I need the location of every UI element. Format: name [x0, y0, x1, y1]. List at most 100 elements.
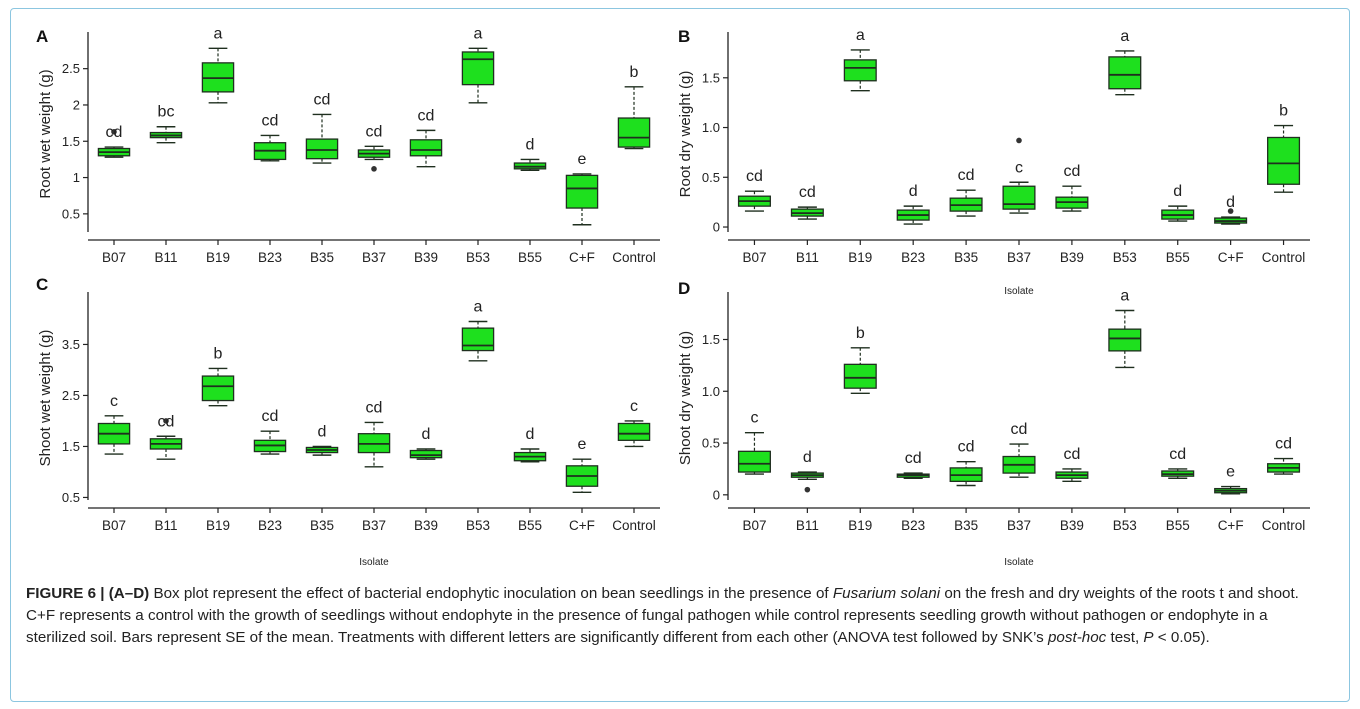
box-b	[843, 59, 877, 82]
significance-letter-c: cd	[158, 413, 175, 430]
significance-letter-b: cd	[958, 167, 975, 184]
significance-letter-b: d	[1226, 194, 1235, 211]
caption-text-4: < 0.05).	[1157, 629, 1210, 646]
box-c	[461, 327, 495, 352]
x-axis-title-b: Isolate	[1004, 286, 1034, 297]
x-tick-label-c: C+F	[569, 518, 595, 533]
y-tick-label-a: 2	[73, 97, 80, 112]
significance-letter-c: c	[110, 393, 118, 410]
x-tick-label-c: B53	[466, 518, 490, 533]
x-tick-label-a: Control	[612, 250, 656, 265]
x-tick-label-d: B23	[901, 518, 925, 533]
box-b	[1002, 185, 1036, 210]
panel-label-a: A	[36, 27, 48, 46]
x-tick-label-c: B37	[362, 518, 386, 533]
x-tick-label-b: Control	[1262, 250, 1306, 265]
x-tick-label-a: B39	[414, 250, 438, 265]
x-tick-label-d: B35	[954, 518, 978, 533]
y-tick-label-a: 0.5	[62, 206, 80, 221]
significance-letter-a: a	[474, 25, 483, 42]
x-tick-label-d: Control	[1262, 518, 1306, 533]
caption-text-3: test,	[1110, 629, 1140, 646]
x-tick-label-b: B37	[1007, 250, 1031, 265]
significance-letter-a: cd	[314, 91, 331, 108]
y-tick-label-d: 1.5	[702, 332, 720, 347]
y-tick-label-c: 1.5	[62, 439, 80, 454]
x-tick-label-b: B35	[954, 250, 978, 265]
outlier-point-a	[371, 166, 377, 172]
outlier-point-b	[1227, 208, 1234, 214]
significance-letter-a: bc	[158, 104, 175, 121]
y-tick-label-b: 0.5	[702, 170, 720, 185]
significance-letter-d: d	[803, 449, 812, 466]
box-b	[1267, 136, 1301, 185]
x-tick-label-b: B55	[1166, 250, 1190, 265]
significance-letter-c: cd	[262, 408, 279, 425]
significance-letter-a: cd	[262, 112, 279, 129]
significance-letter-b: c	[1015, 159, 1023, 176]
x-tick-label-b: B23	[901, 250, 925, 265]
x-tick-label-b: B19	[848, 250, 872, 265]
significance-letter-d: cd	[905, 450, 922, 467]
x-tick-label-c: Control	[612, 518, 656, 533]
significance-letter-c: c	[630, 398, 638, 415]
x-tick-label-d: B19	[848, 518, 872, 533]
x-tick-label-a: C+F	[569, 250, 595, 265]
box-d	[1108, 328, 1142, 352]
caption-posthoc: post-hoc	[1047, 629, 1107, 646]
y-tick-label-d: 1.0	[702, 384, 720, 399]
x-tick-label-c: B11	[154, 518, 177, 533]
significance-letter-b: d	[909, 183, 918, 200]
significance-letter-a: e	[578, 151, 587, 168]
significance-letter-d: cd	[1063, 446, 1080, 463]
x-tick-label-b: B39	[1060, 250, 1084, 265]
x-tick-label-a: B23	[258, 250, 282, 265]
caption-text-1: Box plot represent the effect of bacteri…	[153, 585, 829, 602]
significance-letter-d: e	[1226, 464, 1235, 481]
significance-letter-b: cd	[799, 184, 816, 201]
box-d	[843, 363, 877, 389]
box-c	[617, 422, 651, 441]
significance-letter-d: cd	[958, 439, 975, 456]
x-tick-label-a: B55	[518, 250, 542, 265]
significance-letter-d: cd	[1275, 436, 1292, 453]
x-tick-label-a: B37	[362, 250, 386, 265]
significance-letter-a: a	[214, 25, 223, 42]
significance-letter-a: cd	[106, 124, 123, 141]
significance-letter-b: b	[1279, 103, 1288, 120]
x-tick-label-b: B11	[796, 250, 819, 265]
box-a	[305, 138, 339, 160]
significance-letter-b: cd	[1063, 163, 1080, 180]
figure-charts: A 0.5 1 1.5 2 2.5 Root wet weight (g) B07 B11 B19…	[36, 25, 1310, 568]
significance-letter-c: d	[526, 426, 535, 443]
y-tick-label-d: 0	[713, 487, 720, 502]
y-axis-title-c: Shoot wet weight (g)	[37, 330, 54, 467]
y-tick-label-b: 0	[713, 220, 720, 235]
box-c	[201, 375, 235, 402]
panel-label-c: C	[36, 275, 48, 294]
x-tick-label-c: B35	[310, 518, 334, 533]
x-tick-label-d: B07	[742, 518, 766, 533]
x-tick-label-a: B07	[102, 250, 126, 265]
x-tick-label-c: B55	[518, 518, 542, 533]
y-axis-title-d: Shoot dry weight (g)	[677, 331, 694, 465]
figure-frame	[10, 8, 1350, 702]
box-a	[565, 174, 599, 209]
significance-letter-b: a	[856, 27, 865, 44]
significance-letter-b: d	[1173, 183, 1182, 200]
y-tick-label-c: 0.5	[62, 490, 80, 505]
significance-letter-a: cd	[418, 107, 435, 124]
significance-letter-d: b	[856, 325, 865, 342]
x-tick-label-a: B53	[466, 250, 490, 265]
significance-letter-c: d	[318, 423, 327, 440]
outlier-point-d	[804, 486, 811, 493]
box-c	[409, 449, 443, 459]
y-tick-label-a: 1	[73, 170, 80, 185]
y-axis-title-a: Root wet weight (g)	[37, 69, 54, 198]
significance-letter-c: e	[578, 436, 587, 453]
significance-letter-c: cd	[366, 399, 383, 416]
y-tick-label-b: 1.5	[702, 70, 720, 85]
x-tick-label-d: C+F	[1218, 518, 1244, 533]
x-tick-label-d: B55	[1166, 518, 1190, 533]
panel-label-b: B	[678, 27, 690, 46]
